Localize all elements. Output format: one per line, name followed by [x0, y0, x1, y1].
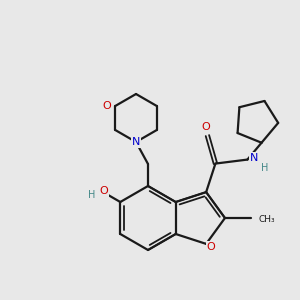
- Text: O: O: [103, 101, 112, 111]
- Text: N: N: [132, 137, 140, 147]
- Text: N: N: [249, 153, 258, 163]
- Text: CH₃: CH₃: [259, 215, 276, 224]
- Text: H: H: [88, 190, 95, 200]
- Text: O: O: [207, 242, 215, 252]
- Text: O: O: [100, 186, 109, 196]
- Text: O: O: [201, 122, 210, 132]
- Text: H: H: [261, 163, 269, 172]
